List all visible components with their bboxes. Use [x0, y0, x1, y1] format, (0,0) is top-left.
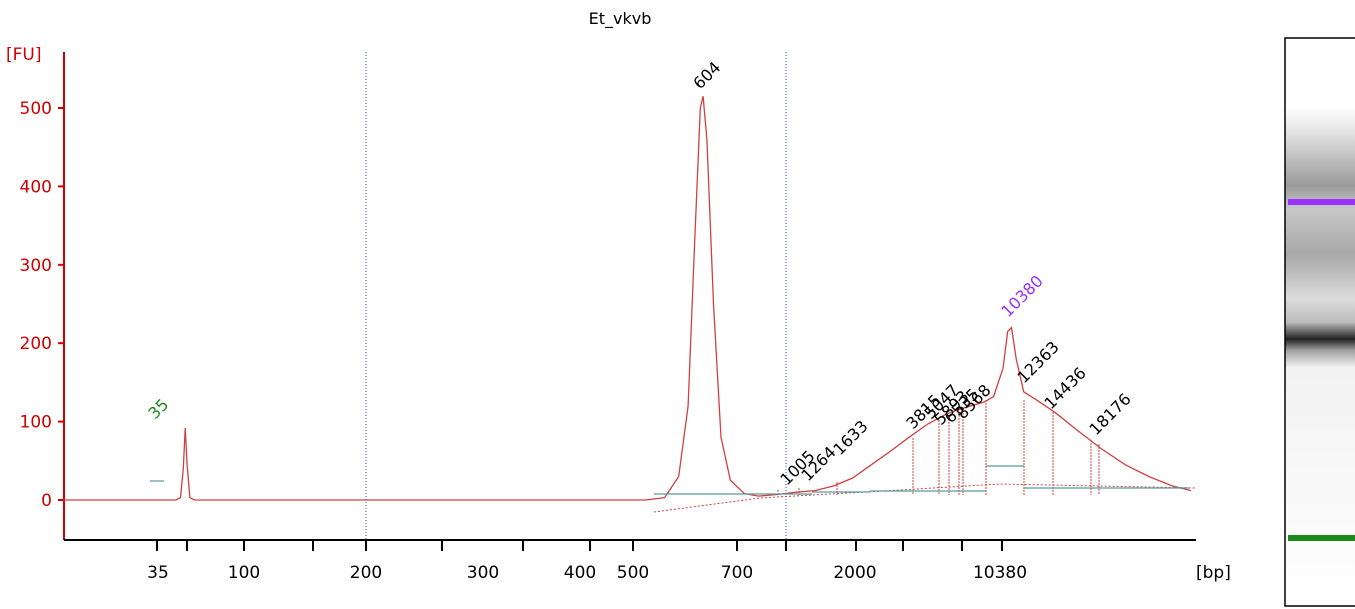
- peak-label: 12363: [1013, 337, 1062, 386]
- x-axis-label: [bp]: [1196, 563, 1231, 583]
- gel-lane: [1284, 37, 1355, 607]
- x-axis: 35 100 200 300 400 500 700 2000 10380: [64, 539, 1196, 583]
- peak-dropdown-lines: [777, 400, 1100, 495]
- x-tick-label: 35: [147, 563, 169, 583]
- gel-lane-box: [1284, 37, 1355, 607]
- y-tick-label: 200: [20, 334, 52, 354]
- peak-label: 14436: [1040, 363, 1089, 412]
- signal-trace: [63, 96, 1192, 501]
- x-tick-label: 2000: [833, 563, 876, 583]
- peak-label: 18176: [1085, 389, 1134, 438]
- y-axis: 0 100 200 300 400 500: [20, 52, 65, 540]
- lower-marker-band: [1288, 535, 1355, 541]
- peak-label: 1633: [829, 417, 871, 459]
- peak-label: 35: [144, 395, 172, 423]
- peak-label: 10380: [997, 271, 1046, 320]
- peak-label: 604: [689, 58, 724, 93]
- x-tick-label: 10380: [973, 563, 1027, 583]
- baseline-dashed: [653, 483, 1197, 513]
- x-tick-label: 300: [467, 563, 499, 583]
- chart-title: Et_vkvb: [589, 9, 652, 29]
- x-tick-label: 400: [564, 563, 596, 583]
- trace-group: [63, 96, 1197, 513]
- y-tick-label: 100: [20, 413, 52, 433]
- upper-marker-band: [1288, 199, 1355, 205]
- x-tick-label: 200: [350, 563, 382, 583]
- x-tick-label: 500: [617, 563, 649, 583]
- y-tick-label: 500: [20, 99, 52, 119]
- y-axis-label: [FU]: [6, 45, 42, 65]
- y-tick-label: 400: [20, 177, 52, 197]
- guide-lines: [365, 52, 787, 540]
- y-tick-label: 0: [41, 491, 52, 511]
- y-tick-label: 300: [20, 256, 52, 276]
- x-tick-label: 700: [721, 563, 753, 583]
- x-tick-label: 100: [228, 563, 260, 583]
